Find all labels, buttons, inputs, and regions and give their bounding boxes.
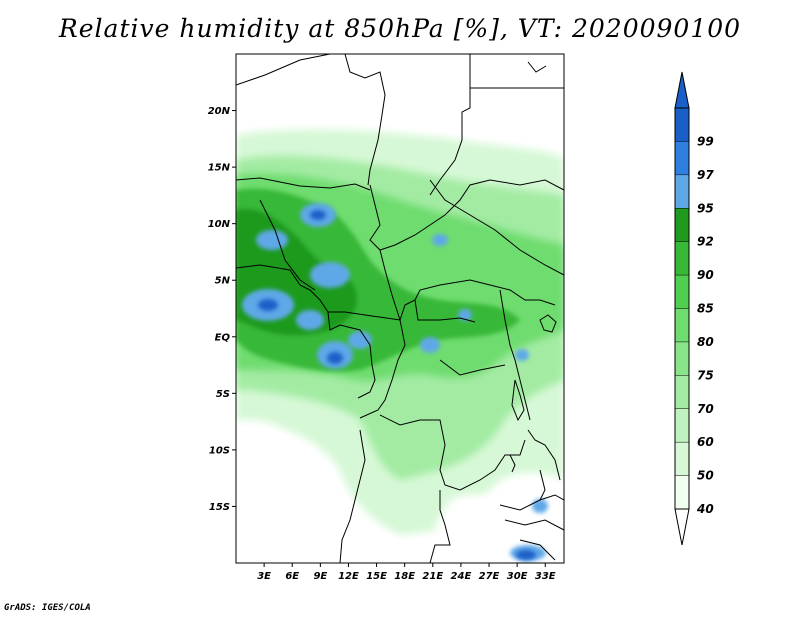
colorbar-swatch [675,375,689,409]
lat-tick-label: 10N [208,219,231,230]
lat-tick-label: 15N [208,163,231,174]
lon-tick-label: 21E [422,571,443,582]
lat-tick-label: 20N [208,106,231,117]
lon-tick-label: 15E [366,571,387,582]
colorbar-swatch [675,108,689,142]
colorbar-label: 75 [697,368,714,382]
country-borders [236,54,564,563]
lon-tick-label: 27E [479,571,500,582]
colorbar-swatch [675,341,689,376]
colorbar-label: 80 [697,335,714,349]
colorbar-swatch [675,408,689,443]
colorbar-swatch [675,308,689,342]
colorbar-swatch [675,275,689,309]
colorbar-swatch [675,475,689,509]
lat-tick-label: EQ [215,332,231,343]
lat-tick-label: 10S [209,445,230,456]
colorbar-max-arrow [674,71,690,109]
lon-tick-label: 24E [451,571,472,582]
longitude-axis: 3E 6E 9E 12E 15E 18E 21E 24E 27E 30E 33E [257,563,556,582]
colorbar: 40 50 60 70 75 80 85 90 92 95 97 99 [674,71,714,546]
colorbar-label: 60 [697,435,714,449]
dry-region-south [236,470,380,563]
lakes [509,61,557,501]
lon-tick-label: 18E [394,571,415,582]
chart-title: Relative humidity at 850hPa [%], VT: 202… [58,14,742,43]
colorbar-swatch [675,141,689,175]
colorbar-swatch [675,208,689,242]
dry-region-southeast [435,494,507,556]
lat-tick-label: 5S [216,389,230,400]
colorbar-min-arrow [674,508,690,546]
colorbar-label: 99 [697,134,714,148]
humidity-field [236,54,564,563]
colorbar-swatch [675,174,689,209]
lon-tick-label: 3E [257,571,271,582]
map-frame [235,53,565,564]
lat-tick-label: 15S [209,502,230,513]
colorbar-label: 92 [697,235,714,249]
colorbar-label: 85 [697,302,714,316]
colorbar-label: 90 [697,268,714,282]
lon-tick-label: 33E [535,571,556,582]
dry-region-north [236,54,564,122]
lon-tick-label: 6E [285,571,299,582]
lon-tick-label: 12E [338,571,359,582]
rh-region-99 [258,210,536,560]
colorbar-swatch [675,442,689,476]
latitude-axis: 20N 15N 10N 5N EQ 5S 10S 15S [208,106,236,513]
lat-tick-label: 5N [215,276,231,287]
lon-tick-label: 30E [507,571,528,582]
colorbar-label: 50 [697,469,714,483]
colorbar-label: 97 [697,168,714,182]
colorbar-label: 70 [697,402,714,416]
colorbar-swatch [675,241,689,276]
lon-tick-label: 9E [313,571,327,582]
colorbar-label: 95 [697,201,714,215]
grads-credit: GrADS: IGES/COLA [4,603,91,613]
colorbar-label: 40 [696,502,714,516]
